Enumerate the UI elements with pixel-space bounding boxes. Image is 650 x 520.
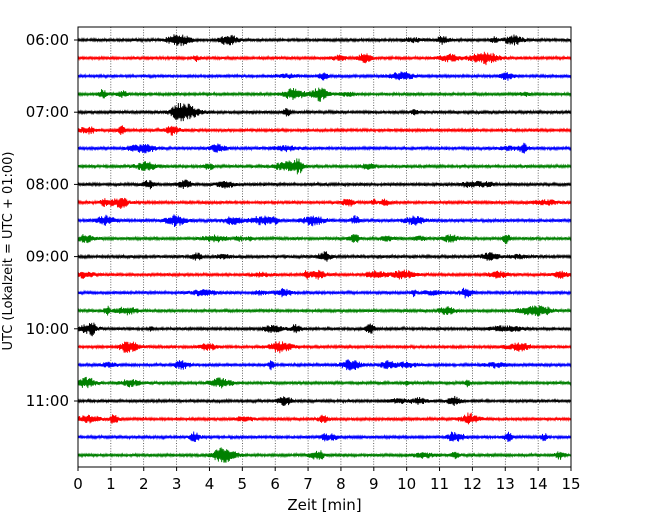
seismic-trace (77, 431, 572, 443)
seismic-trace (77, 125, 572, 136)
seismic-trace (77, 102, 572, 122)
seismic-trace (77, 447, 572, 463)
seismic-trace (77, 376, 572, 389)
x-tick-label: 9 (369, 475, 379, 493)
x-tick-label: 6 (270, 475, 280, 493)
seismic-trace (77, 233, 572, 245)
seismic-trace (77, 251, 572, 262)
seismic-trace (77, 214, 572, 228)
y-axis-ticks: 06:00 07:00 08:00 09:00 10:00 11:00 (26, 31, 78, 410)
seismic-trace (77, 359, 572, 371)
x-tick-label: 4 (205, 475, 215, 493)
x-tick-label: 7 (303, 475, 313, 493)
x-tick-label: 10 (397, 475, 416, 493)
x-tick-label: 2 (139, 475, 149, 493)
y-tick-label: 09:00 (26, 248, 69, 266)
y-tick-label: 10:00 (26, 320, 69, 338)
seismic-trace (77, 158, 572, 175)
x-tick-label: 1 (106, 475, 116, 493)
y-axis-label: UTC (Lokalzeit = UTC + 01:00) (1, 152, 16, 351)
plot-frame (77, 26, 572, 468)
y-tick-label: 07:00 (26, 103, 69, 121)
x-tick-label: 12 (463, 475, 482, 493)
seismic-trace (77, 71, 572, 81)
x-tick-label: 8 (336, 475, 346, 493)
seismic-trace (77, 51, 572, 66)
grid-lines (110, 27, 539, 467)
y-tick-label: 11:00 (26, 392, 69, 410)
seismic-trace (77, 142, 572, 154)
x-tick-label: 13 (496, 475, 515, 493)
seismic-trace (77, 395, 572, 407)
seismic-trace (77, 87, 572, 102)
x-tick-label: 14 (529, 475, 548, 493)
x-tick-label: 5 (238, 475, 248, 493)
y-tick-label: 08:00 (26, 175, 69, 193)
seismic-trace (77, 322, 572, 337)
x-axis-ticks: 0 1 2 3 4 5 6 7 8 9 10 11 12 13 14 15 (73, 467, 581, 493)
seismic-trace (77, 197, 572, 209)
x-tick-label: 3 (172, 475, 182, 493)
seismic-trace (77, 269, 572, 280)
x-tick-label: 15 (561, 475, 580, 493)
x-tick-label: 0 (73, 475, 83, 493)
seismic-trace (77, 305, 572, 317)
seismic-trace (77, 412, 572, 425)
seismic-trace (77, 179, 572, 190)
x-tick-label: 11 (430, 475, 449, 493)
seismic-trace (77, 287, 572, 299)
seismic-trace (77, 34, 572, 47)
seismic-trace (77, 341, 572, 354)
seismic-traces (77, 34, 572, 463)
y-tick-label: 06:00 (26, 31, 69, 49)
x-axis-label: Zeit [min] (287, 496, 361, 514)
